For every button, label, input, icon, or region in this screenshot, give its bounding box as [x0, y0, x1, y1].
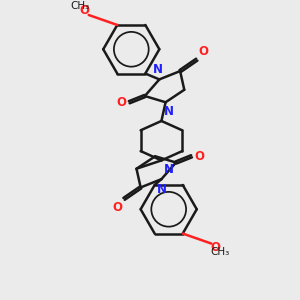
- Text: O: O: [80, 4, 89, 17]
- Text: O: O: [211, 241, 220, 254]
- Text: O: O: [199, 45, 209, 58]
- Text: O: O: [116, 96, 126, 109]
- Text: N: N: [164, 163, 173, 176]
- Text: O: O: [195, 150, 205, 163]
- Text: N: N: [164, 106, 173, 118]
- Text: N: N: [156, 183, 167, 196]
- Text: CH₃: CH₃: [70, 1, 89, 11]
- Text: O: O: [112, 201, 122, 214]
- Text: N: N: [153, 63, 163, 76]
- Text: CH₃: CH₃: [211, 248, 230, 257]
